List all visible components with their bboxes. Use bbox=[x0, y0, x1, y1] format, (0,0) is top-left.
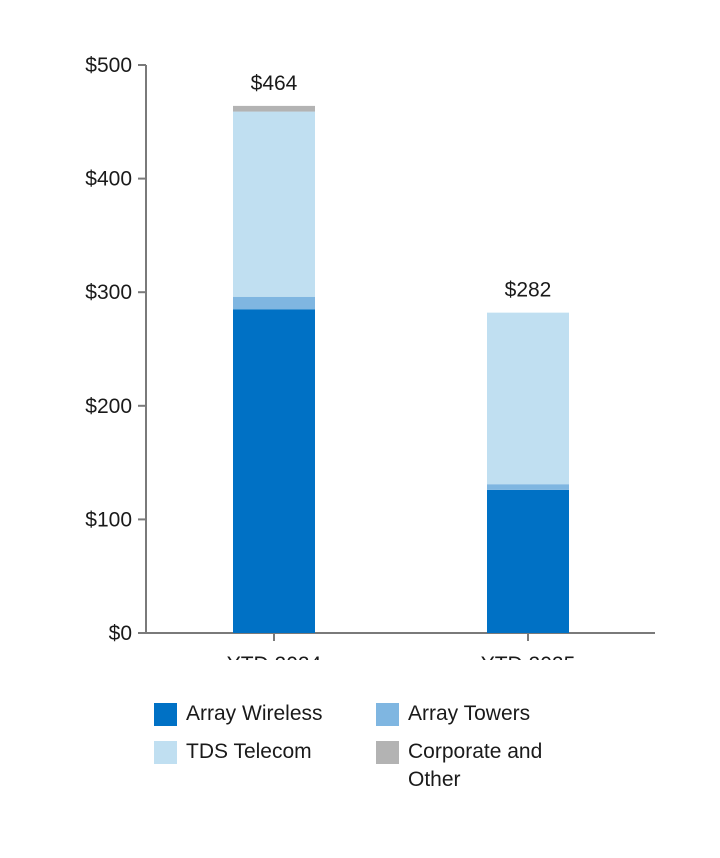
legend-item-tds-telecom: TDS Telecom bbox=[154, 738, 356, 766]
legend-swatch-array-towers bbox=[376, 703, 399, 726]
bar-segment-array-towers bbox=[487, 484, 569, 490]
bar-segment-array-wireless bbox=[233, 309, 315, 633]
legend-item-corporate-and-other: Corporate and Other bbox=[376, 738, 578, 794]
legend-label: Corporate and Other bbox=[408, 740, 543, 791]
bar-segment-corporate-and-other bbox=[233, 105, 315, 112]
x-category-label: YTD 2024 bbox=[227, 653, 322, 660]
stacked-bar-chart: $0$100$200$300$400$500 YTD 2024YTD 2025 … bbox=[85, 54, 655, 660]
bar-total-label: $282 bbox=[505, 279, 552, 302]
x-category-label: YTD 2025 bbox=[481, 653, 576, 660]
legend: Array Wireless Array Towers TDS Telecom … bbox=[154, 700, 594, 810]
total-labels: $464 $282 bbox=[251, 72, 552, 302]
legend-item-array-wireless: Array Wireless bbox=[154, 700, 356, 728]
bar-segment-array-towers bbox=[233, 296, 315, 310]
x-axis: YTD 2024 YTD 2025 bbox=[146, 632, 655, 660]
y-tick-label: $0 bbox=[109, 622, 132, 645]
y-axis: $0 $100 $200 $300 $400 $500 bbox=[85, 54, 147, 645]
y-tick-label: $100 bbox=[85, 508, 132, 531]
bar-total-label: $464 bbox=[251, 72, 298, 95]
legend-swatch-array-wireless bbox=[154, 703, 177, 726]
y-tick-label: $500 bbox=[85, 54, 132, 77]
legend-label: TDS Telecom bbox=[186, 740, 312, 763]
bar-segment-tds-telecom bbox=[233, 111, 315, 297]
legend-item-array-towers: Array Towers bbox=[376, 700, 578, 728]
bar-segment-array-wireless bbox=[487, 489, 569, 633]
legend-label: Array Wireless bbox=[186, 702, 323, 725]
y-tick-label: $200 bbox=[85, 395, 132, 418]
y-tick-label: $300 bbox=[85, 281, 132, 304]
legend-swatch-corporate-and-other bbox=[376, 741, 399, 764]
y-tick-label: $400 bbox=[85, 168, 132, 191]
bars bbox=[233, 105, 569, 633]
legend-swatch-tds-telecom bbox=[154, 741, 177, 764]
bar-segment-tds-telecom bbox=[487, 312, 569, 485]
legend-label: Array Towers bbox=[408, 702, 531, 725]
